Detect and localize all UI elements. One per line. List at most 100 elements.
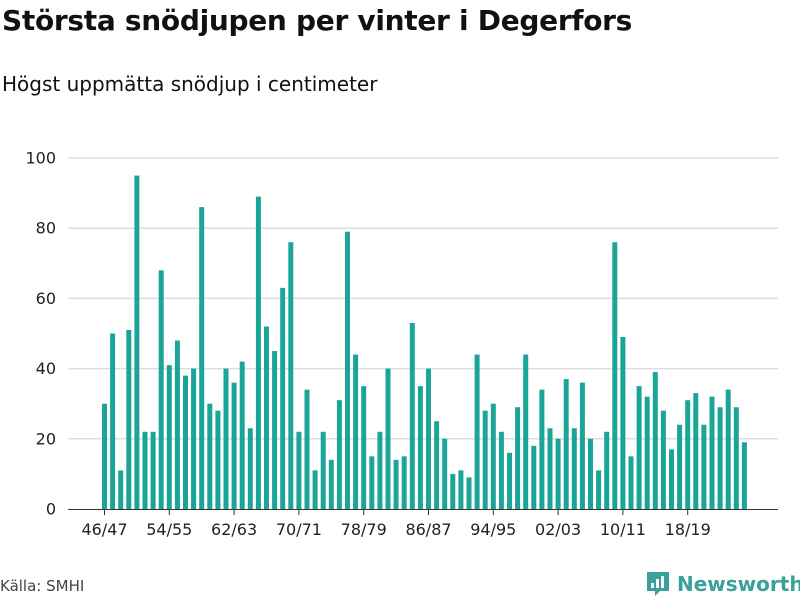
bar-60/61 — [215, 410, 221, 509]
y-tick-label: 40 — [36, 359, 56, 378]
bar-22/23 — [717, 407, 723, 509]
bar-82/83 — [393, 459, 399, 509]
bar-75/76 — [336, 400, 342, 509]
bar-12/13 — [636, 386, 642, 509]
bar-21/22 — [709, 396, 715, 509]
bar-90/91 — [458, 470, 464, 509]
bars — [102, 175, 747, 510]
bar-80/81 — [377, 431, 383, 509]
y-tick-label: 20 — [36, 429, 56, 448]
newsworthy-logo-icon — [647, 572, 669, 596]
bar-86/87 — [426, 368, 431, 509]
bar-03/04 — [563, 379, 569, 509]
bar-96/97 — [507, 452, 512, 509]
bar-85/86 — [417, 386, 423, 509]
x-tick-label: 10/11 — [600, 520, 646, 539]
bar-55/56 — [174, 340, 180, 509]
source-note: Källa: SMHI — [0, 577, 85, 595]
bar-99/00 — [531, 445, 537, 509]
bar-10/11 — [620, 337, 626, 509]
gridlines — [68, 157, 778, 440]
bar-18/19 — [685, 400, 691, 509]
y-tick-label: 100 — [25, 149, 56, 168]
bar-64/65 — [247, 428, 253, 509]
chart-subtitle: Högst uppmätta snödjup i centimeter — [2, 72, 378, 96]
bar-14/15 — [652, 372, 658, 509]
bar-76/77 — [345, 231, 350, 509]
x-tick-label: 02/03 — [535, 520, 581, 539]
bar-78/79 — [361, 386, 367, 509]
bar-08/09 — [604, 431, 610, 509]
bar-20/21 — [701, 424, 707, 509]
bar-93/94 — [482, 410, 488, 509]
bar-58/59 — [199, 207, 205, 509]
bar-95/96 — [498, 431, 504, 509]
y-axis-tick-labels: 0 20 40 60 80 100 — [25, 149, 56, 519]
bar-50/51 — [134, 175, 140, 510]
bar-06/07 — [588, 438, 593, 509]
bar-97/98 — [515, 407, 521, 509]
bar-16/17 — [669, 449, 674, 509]
bar-07/08 — [596, 470, 602, 509]
bar-81/82 — [385, 368, 391, 509]
bar-59/60 — [207, 403, 213, 509]
bar-98/99 — [523, 354, 529, 509]
bar-69/70 — [288, 242, 294, 510]
bar-11/12 — [628, 456, 634, 509]
bar-15/16 — [660, 410, 666, 509]
bar-48/49 — [118, 470, 124, 509]
y-tick-label: 0 — [46, 500, 56, 519]
bar-19/20 — [693, 393, 699, 509]
x-tick-label: 78/79 — [341, 520, 387, 539]
x-axis-tick-labels: 46/47 54/55 62/63 70/71 78/79 86/87 94/95 02/03… — [81, 509, 711, 539]
bar-51/52 — [142, 431, 148, 509]
x-tick-label: 62/63 — [211, 520, 257, 539]
bar-25/26 — [741, 442, 747, 509]
bar-70/71 — [296, 431, 302, 509]
bar-63/64 — [239, 361, 245, 509]
bar-83/84 — [401, 456, 407, 509]
bar-01/02 — [547, 428, 553, 509]
bar-66/67 — [264, 326, 269, 509]
bar-94/95 — [490, 403, 496, 509]
bar-62/63 — [231, 382, 237, 509]
x-tick-label: 54/55 — [146, 520, 192, 539]
bar-52/53 — [150, 431, 156, 509]
bar-68/69 — [280, 287, 286, 509]
bar-92/93 — [474, 354, 480, 509]
brand-name: Newsworthy — [677, 572, 800, 596]
bar-79/80 — [369, 456, 375, 509]
y-tick-label: 60 — [36, 289, 56, 308]
bar-02/03 — [555, 438, 561, 509]
bar-47/48 — [110, 333, 116, 509]
x-tick-label: 86/87 — [405, 520, 451, 539]
bar-54/55 — [166, 365, 172, 509]
x-tick-label: 18/19 — [665, 520, 711, 539]
bar-72/73 — [312, 470, 318, 509]
bar-05/06 — [579, 382, 585, 509]
bar-17/18 — [677, 424, 683, 509]
bar-23/24 — [725, 389, 731, 509]
x-tick-label: 94/95 — [470, 520, 516, 539]
bar-88/89 — [442, 438, 448, 509]
bar-24/25 — [733, 407, 739, 509]
bar-09/10 — [612, 242, 618, 510]
bar-77/78 — [353, 354, 359, 509]
bar-84/85 — [409, 322, 415, 509]
bar-46/47 — [102, 403, 107, 509]
bar-71/72 — [304, 389, 310, 509]
bar-49/50 — [126, 329, 132, 509]
bar-61/62 — [223, 368, 229, 509]
bar-91/92 — [466, 477, 472, 509]
bar-53/54 — [158, 270, 164, 509]
bar-13/14 — [644, 396, 650, 509]
bar-04/05 — [571, 428, 577, 509]
chart-title: Största snödjupen per vinter i Degerfors — [2, 4, 633, 37]
bar-00/01 — [539, 389, 545, 509]
bar-74/75 — [328, 459, 334, 509]
y-tick-label: 80 — [36, 219, 56, 238]
bar-56/57 — [183, 375, 188, 509]
bar-65/66 — [255, 196, 261, 510]
x-tick-label: 70/71 — [276, 520, 322, 539]
bar-57/58 — [191, 368, 197, 509]
